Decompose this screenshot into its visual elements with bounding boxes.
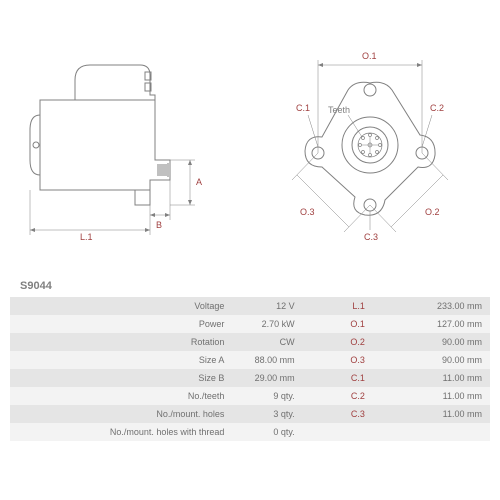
flange-face-view: O.1 O.2 O.3 C.1 C.2 C.3 Te (260, 30, 480, 250)
spec-row: Size A88.00 mmO.390.00 mm (10, 351, 490, 369)
dim-label-c3: C.3 (364, 232, 378, 242)
dim-label-a: A (196, 177, 202, 187)
spec-row: Voltage12 VL.1233.00 mm (10, 297, 490, 315)
dim-label-c2: C.2 (430, 103, 444, 113)
dim-label-o3: O.3 (300, 207, 315, 217)
spec-row: No./mount. holes with thread0 qty. (10, 423, 490, 441)
spec-row: No./teeth9 qty.C.211.00 mm (10, 387, 490, 405)
starter-side-view: A B L.1 (20, 40, 240, 240)
dim-label-c1: C.1 (296, 103, 310, 113)
dim-label-l1: L.1 (80, 232, 93, 240)
dim-label-o2: O.2 (425, 207, 440, 217)
spec-table: Voltage12 VL.1233.00 mmPower2.70 kWO.112… (10, 297, 490, 441)
spec-row: Power2.70 kWO.1127.00 mm (10, 315, 490, 333)
spec-row: Size B29.00 mmC.111.00 mm (10, 369, 490, 387)
teeth-label: Teeth (328, 105, 350, 115)
diagram-area: A B L.1 (10, 10, 490, 270)
spec-row: RotationCWO.290.00 mm (10, 333, 490, 351)
dim-label-b: B (156, 220, 162, 230)
dim-label-o1: O.1 (362, 51, 377, 61)
spec-row: No./mount. holes3 qty.C.311.00 mm (10, 405, 490, 423)
part-number: S9044 (20, 280, 490, 292)
